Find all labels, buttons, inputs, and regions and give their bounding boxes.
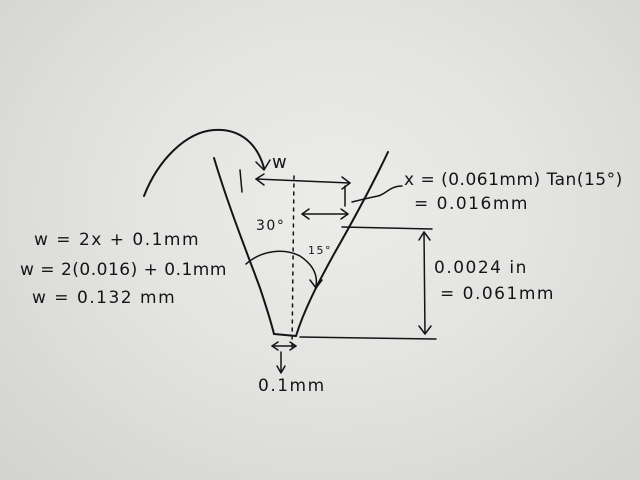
- w-arrow-left: [255, 173, 265, 186]
- depth-mm: = 0.061mm: [440, 284, 555, 304]
- w-equation-3: w = 0.132 mm: [32, 288, 177, 308]
- angle-30-label: 30°: [256, 218, 286, 234]
- w-label: w: [272, 152, 289, 173]
- curved-arrow-head: [255, 159, 271, 171]
- depth-top-line: [341, 226, 433, 230]
- left-tick: [239, 169, 243, 193]
- tip-arrow-right: [289, 341, 297, 351]
- curved-arrow: [143, 128, 265, 197]
- bit-right-edge: [295, 151, 389, 337]
- x-arrow-right: [340, 208, 349, 220]
- center-line: [291, 175, 295, 351]
- tip-leader-head: [276, 365, 286, 374]
- w-arrow-right: [341, 176, 351, 190]
- bit-left-edge: [213, 157, 275, 335]
- w-equation-2: w = 2(0.016) + 0.1mm: [20, 260, 227, 280]
- x-result: = 0.016mm: [414, 194, 529, 214]
- w-dimension-line: [255, 178, 351, 184]
- depth-arrow-bottom: [418, 325, 432, 335]
- angle-15-label: 15°: [308, 244, 332, 257]
- depth-bottom-line: [299, 336, 437, 340]
- x-leader: [351, 185, 403, 203]
- tip-arrow-left: [271, 341, 279, 351]
- depth-inches: 0.0024 in: [434, 258, 528, 278]
- x-arrow-left: [301, 208, 310, 220]
- angle-arc-pointer-head: [309, 279, 323, 289]
- w-equation-1: w = 2x + 0.1mm: [34, 230, 201, 250]
- depth-arrow-top: [418, 231, 431, 241]
- tip-width-label: 0.1mm: [258, 376, 326, 396]
- x-formula: x = (0.061mm) Tan(15°): [404, 170, 623, 190]
- depth-vertical: [423, 231, 426, 335]
- angle-arc-pointer: [245, 250, 318, 287]
